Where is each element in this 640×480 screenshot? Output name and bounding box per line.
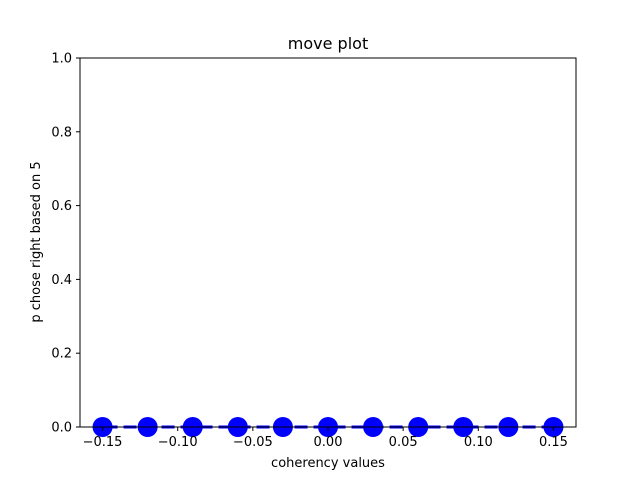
plot-frame (79, 57, 577, 428)
x-tick-label: −0.10 (158, 435, 198, 450)
y-tick-label: 0.8 (51, 125, 72, 140)
x-tick-label: 0.15 (539, 435, 568, 450)
x-tick-label: −0.05 (233, 435, 273, 450)
x-tick-label: −0.15 (83, 435, 123, 450)
y-tick-label: 0.6 (51, 199, 72, 214)
y-axis-label: p chose right based on 5 (29, 161, 44, 322)
x-tick-label: 0.05 (389, 435, 418, 450)
y-tick-label: 0.4 (51, 273, 72, 288)
y-tick-label: 1.0 (51, 52, 72, 67)
y-tick-label: 0.2 (51, 347, 72, 362)
y-tick-label: 0.0 (51, 421, 72, 436)
chart-title: move plot (288, 34, 368, 53)
y-axis-ticks: 0.0 0.2 0.4 0.6 0.8 1.0 (51, 52, 80, 436)
x-tick-label: 0.10 (464, 435, 493, 450)
x-axis-label: coherency values (271, 456, 385, 471)
x-tick-label: 0.00 (314, 435, 343, 450)
x-axis-ticks: −0.15 −0.10 −0.05 0.00 0.05 0.10 0.15 (83, 427, 568, 450)
